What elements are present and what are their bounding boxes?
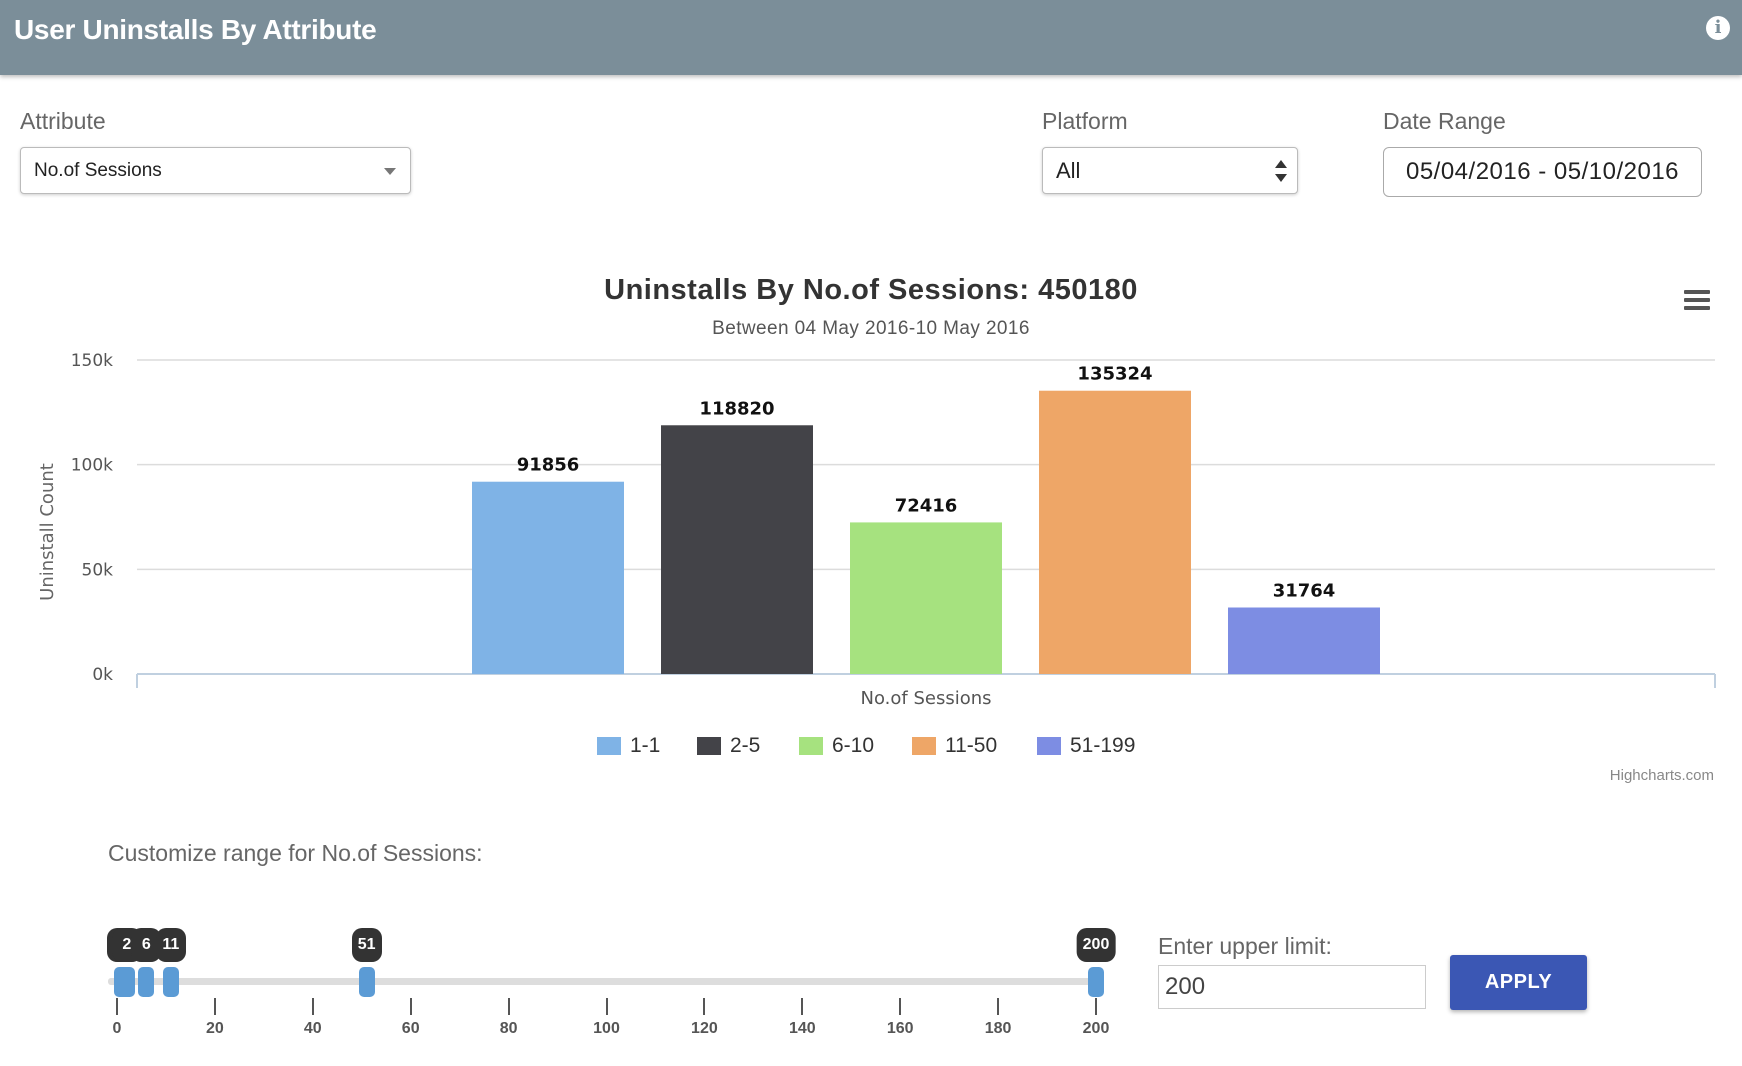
chart-subtitle: Between 04 May 2016-10 May 2016	[712, 318, 1030, 339]
apply-button[interactable]: APPLY	[1450, 955, 1587, 1010]
legend-item-51-199[interactable]: 51-199	[1037, 732, 1135, 760]
legend-label: 2-5	[730, 734, 761, 757]
slider-handle[interactable]	[358, 967, 375, 997]
data-label: 135324	[1077, 364, 1152, 385]
legend-item-2-5[interactable]: 2-5	[697, 732, 760, 760]
chart-credits[interactable]: Highcharts.com	[1609, 767, 1714, 784]
slider-tick-label: 140	[788, 1020, 816, 1037]
slider-tick	[899, 998, 902, 1015]
slider-handle-value: 200	[1076, 928, 1116, 962]
slider-tick	[703, 998, 706, 1015]
slider-tick	[409, 998, 412, 1015]
slider-handle[interactable]	[118, 967, 135, 997]
legend-swatch	[1037, 737, 1061, 755]
page-title: User Uninstalls By Attribute	[14, 14, 377, 45]
legend-label: 11-50	[945, 734, 998, 757]
bar-1-1	[472, 481, 624, 674]
x-axis-title: No.of Sessions	[860, 688, 991, 709]
legend-label: 6-10	[832, 734, 875, 757]
legend-label: 51-199	[1070, 734, 1136, 757]
slider-tick-label: 0	[112, 1020, 122, 1037]
slider-tick-label: 60	[401, 1020, 420, 1037]
bar-51-199	[1228, 607, 1380, 674]
chart-legend: 1-1 2-5 6-10 11-50 51-199	[0, 732, 1742, 760]
slider-tick	[997, 998, 1000, 1015]
legend-item-1-1[interactable]: 1-1	[597, 732, 660, 760]
slider-tick	[801, 998, 804, 1015]
y-tick-label: 50k	[82, 560, 114, 580]
platform-select-value: All	[1056, 157, 1081, 183]
attribute-select[interactable]: No.of Sessions	[20, 147, 411, 194]
y-tick-label: 150k	[71, 351, 113, 371]
slider-tick	[311, 998, 314, 1015]
attribute-label: Attribute	[20, 108, 106, 134]
slider-tick	[116, 998, 118, 1015]
bar-2-5	[661, 425, 813, 674]
legend-item-6-10[interactable]: 6-10	[799, 732, 874, 760]
bar-11-50	[1039, 390, 1191, 674]
upper-limit-input[interactable]	[1158, 965, 1426, 1009]
slider-tick-label: 20	[205, 1020, 224, 1037]
slider-handle-value: 51	[351, 928, 382, 962]
slider-handle[interactable]	[1088, 967, 1104, 997]
legend-swatch	[697, 737, 721, 755]
slider-tick	[605, 998, 608, 1015]
legend-swatch	[799, 737, 823, 755]
platform-label: Platform	[1042, 108, 1128, 134]
bar-6-10	[850, 522, 1002, 674]
slider-tick-label: 180	[984, 1020, 1012, 1037]
y-tick-label: 0k	[92, 665, 113, 685]
slider-tick-label: 160	[886, 1020, 914, 1037]
page-header: User Uninstalls By Attribute i	[0, 0, 1742, 75]
slider-handle[interactable]	[138, 967, 155, 997]
upper-limit-label: Enter upper limit:	[1158, 933, 1332, 959]
slider-tick	[1095, 998, 1097, 1015]
slider-track[interactable]	[108, 978, 1096, 985]
legend-swatch	[597, 737, 621, 755]
date-range-input[interactable]: 05/04/2016 - 05/10/2016	[1383, 147, 1702, 197]
slider-tick-label: 200	[1082, 1020, 1110, 1037]
slider-tick-label: 80	[499, 1020, 518, 1037]
data-label: 118820	[699, 398, 774, 419]
updown-arrows-icon	[1275, 158, 1287, 184]
y-tick-label: 100k	[71, 456, 113, 476]
data-label: 31764	[1273, 581, 1336, 602]
slider-tick	[213, 998, 216, 1015]
range-label: Customize range for No.of Sessions:	[108, 840, 483, 866]
slider-handle-value: 11	[155, 928, 186, 962]
slider-tick-label: 100	[593, 1020, 620, 1037]
slider-tick	[507, 998, 510, 1015]
menu-icon[interactable]	[1684, 290, 1710, 310]
legend-item-11-50[interactable]: 11-50	[912, 732, 997, 760]
slider-tick-label: 120	[691, 1020, 718, 1037]
slider-handle[interactable]	[162, 967, 179, 997]
date-range-label: Date Range	[1383, 108, 1506, 134]
chevron-down-icon	[384, 167, 396, 175]
slider-tick-label: 40	[303, 1020, 322, 1037]
y-axis-title: Uninstall Count	[37, 463, 58, 601]
legend-label: 1-1	[630, 734, 661, 757]
data-label: 91856	[517, 455, 580, 476]
attribute-select-value: No.of Sessions	[34, 159, 162, 181]
info-icon[interactable]: i	[1706, 16, 1730, 40]
data-label: 72416	[895, 495, 958, 516]
legend-swatch	[912, 737, 936, 755]
chart-title: Uninstalls By No.of Sessions: 450180	[604, 274, 1138, 306]
platform-select[interactable]: All	[1042, 147, 1298, 194]
